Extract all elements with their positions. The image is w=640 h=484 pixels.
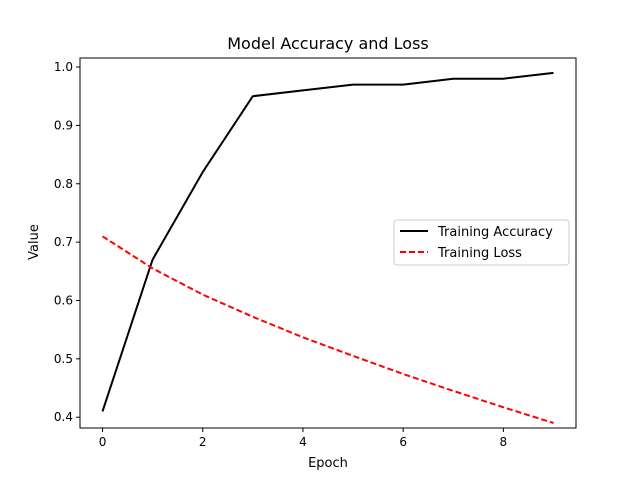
chart-title: Model Accuracy and Loss xyxy=(227,34,429,53)
x-tick-label: 0 xyxy=(99,435,107,449)
x-tick-label: 6 xyxy=(399,435,407,449)
x-tick-label: 8 xyxy=(500,435,508,449)
x-axis-label: Epoch xyxy=(308,456,348,471)
x-tick-label: 4 xyxy=(299,435,307,449)
legend: Training Accuracy Training Loss xyxy=(393,219,570,266)
y-tick-label: 0.4 xyxy=(54,410,73,424)
series-line-training-accuracy xyxy=(101,71,554,412)
y-tick-label: 0.5 xyxy=(54,352,73,366)
x-tick-label: 2 xyxy=(199,435,207,449)
y-tick-label: 1.0 xyxy=(54,60,73,74)
legend-label-training-accuracy: Training Accuracy xyxy=(437,225,553,240)
plot-area-frame xyxy=(79,57,577,429)
axis-ticks: 0 2 4 6 8 0.4 0.5 0.6 0.7 0.8 0.9 1.0 xyxy=(54,60,507,449)
y-tick-label: 0.7 xyxy=(54,235,73,249)
y-axis-label: Value xyxy=(27,224,42,260)
y-tick-label: 0.6 xyxy=(54,293,73,307)
y-tick-label: 0.8 xyxy=(54,177,73,191)
y-tick-label: 0.9 xyxy=(54,118,73,132)
legend-label-training-loss: Training Loss xyxy=(437,246,522,261)
series-lines xyxy=(101,71,554,424)
legend-box xyxy=(393,219,570,266)
